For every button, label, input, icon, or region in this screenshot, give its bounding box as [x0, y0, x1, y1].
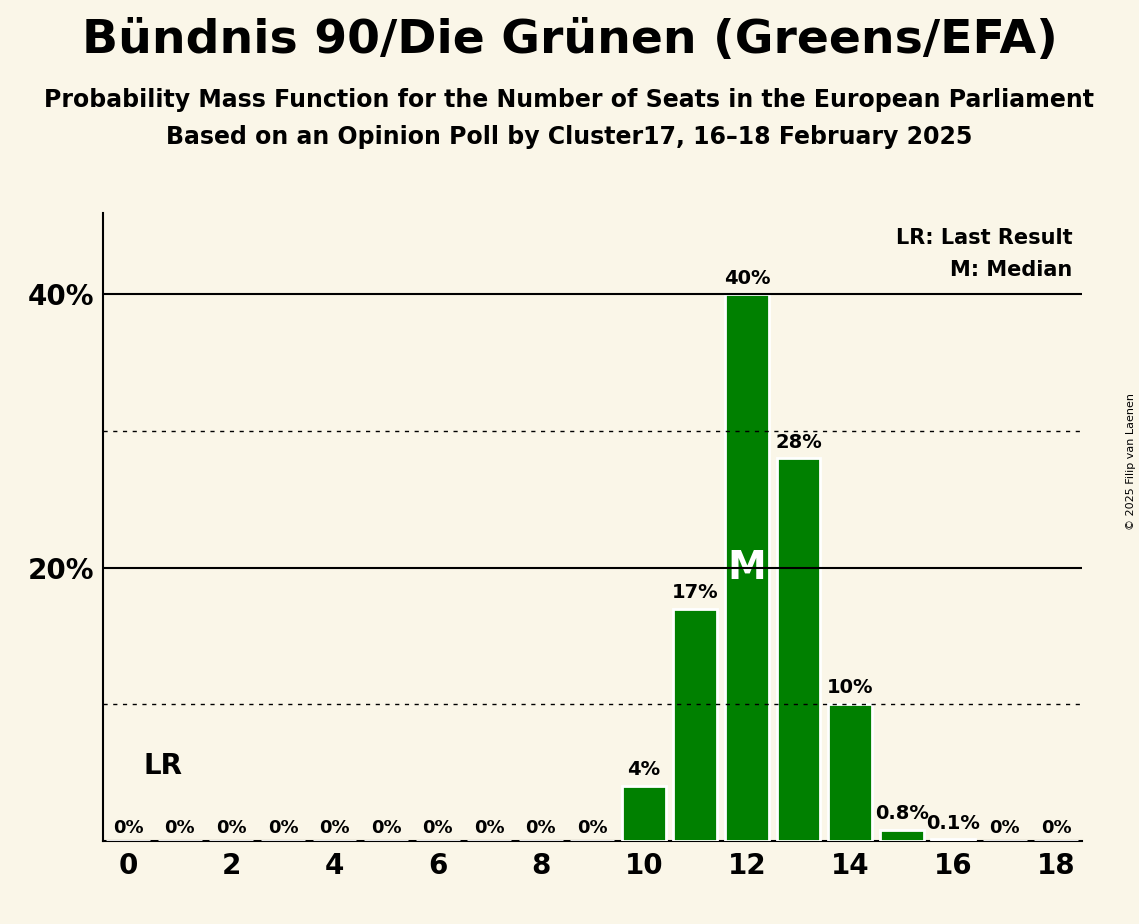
Bar: [673, 609, 718, 841]
Text: 0%: 0%: [268, 819, 298, 837]
Text: M: Median: M: Median: [950, 260, 1072, 280]
Text: 28%: 28%: [776, 432, 822, 452]
Text: Based on an Opinion Poll by Cluster17, 16–18 February 2025: Based on an Opinion Poll by Cluster17, 1…: [166, 125, 973, 149]
Text: 4%: 4%: [628, 760, 661, 779]
Text: LR: LR: [144, 752, 182, 780]
Bar: [828, 704, 872, 841]
Text: 0%: 0%: [1041, 819, 1072, 837]
Bar: [622, 786, 665, 841]
Text: 10%: 10%: [827, 678, 874, 698]
Text: LR: Last Result: LR: Last Result: [895, 228, 1072, 249]
Text: 0%: 0%: [216, 819, 247, 837]
Text: © 2025 Filip van Laenen: © 2025 Filip van Laenen: [1126, 394, 1136, 530]
Text: 40%: 40%: [723, 269, 770, 287]
Bar: [879, 830, 924, 841]
Text: 0%: 0%: [423, 819, 453, 837]
Text: M: M: [728, 549, 767, 587]
Text: 0.8%: 0.8%: [875, 804, 928, 823]
Text: 0.1%: 0.1%: [926, 814, 980, 833]
Text: 0%: 0%: [990, 819, 1021, 837]
Text: 0%: 0%: [164, 819, 195, 837]
Bar: [932, 840, 975, 841]
Text: Probability Mass Function for the Number of Seats in the European Parliament: Probability Mass Function for the Number…: [44, 88, 1095, 112]
Text: 0%: 0%: [319, 819, 350, 837]
Bar: [726, 295, 769, 841]
Text: 0%: 0%: [371, 819, 401, 837]
Bar: [777, 458, 820, 841]
Text: 0%: 0%: [113, 819, 144, 837]
Text: 17%: 17%: [672, 583, 719, 602]
Text: 0%: 0%: [525, 819, 556, 837]
Text: 0%: 0%: [577, 819, 607, 837]
Text: 0%: 0%: [474, 819, 505, 837]
Text: Bündnis 90/Die Grünen (Greens/EFA): Bündnis 90/Die Grünen (Greens/EFA): [82, 18, 1057, 64]
